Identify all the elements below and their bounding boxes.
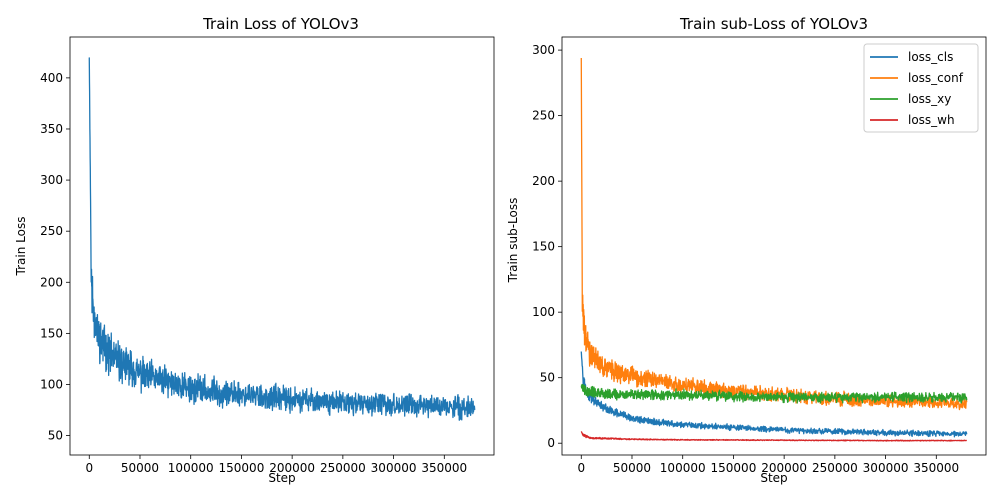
left-x-tick-label: 100000 xyxy=(168,461,214,475)
right-y-tick-label: 300 xyxy=(532,43,555,57)
legend-label-loss-xy: loss_xy xyxy=(908,92,951,106)
left-y-tick-label: 100 xyxy=(40,377,63,391)
legend-label-loss-conf: loss_conf xyxy=(908,71,964,85)
right-y-tick-label: 200 xyxy=(532,174,555,188)
left-chart-y-label: Train Loss xyxy=(14,217,28,277)
right-y-tick-label: 0 xyxy=(547,436,555,450)
left-x-tick-label: 350000 xyxy=(421,461,467,475)
right-chart-y-axis: 0 50 100 150 200 250 300 xyxy=(532,43,562,450)
left-y-tick-label: 200 xyxy=(40,275,63,289)
right-x-tick-label: 250000 xyxy=(812,461,858,475)
left-y-tick-label: 150 xyxy=(40,326,63,340)
left-x-tick-label: 0 xyxy=(85,461,93,475)
left-x-tick-label: 50000 xyxy=(121,461,159,475)
left-chart-plot-area xyxy=(88,57,476,421)
left-chart-x-label: Step xyxy=(268,471,295,485)
left-chart-y-axis: 50 100 150 200 250 300 350 400 xyxy=(40,71,70,443)
left-y-tick-label: 400 xyxy=(40,71,63,85)
right-chart-y-label: Train sub-Loss xyxy=(506,198,520,284)
legend-label-loss-cls: loss_cls xyxy=(908,50,953,64)
legend-label-loss-wh: loss_wh xyxy=(908,113,955,127)
left-y-tick-label: 50 xyxy=(48,429,63,443)
left-y-tick-label: 300 xyxy=(40,173,63,187)
right-x-tick-label: 150000 xyxy=(711,461,757,475)
loss-xy-line xyxy=(580,383,968,404)
train-loss-line xyxy=(88,57,476,421)
right-x-tick-label: 0 xyxy=(577,461,585,475)
right-x-tick-label: 300000 xyxy=(863,461,909,475)
left-chart-x-axis: 0 50000 100000 150000 200000 250000 300000 3500… xyxy=(85,455,467,475)
right-chart-x-label: Step xyxy=(760,471,787,485)
left-x-tick-label: 150000 xyxy=(219,461,265,475)
right-chart-plot-area xyxy=(580,57,968,442)
right-x-tick-label: 200000 xyxy=(761,461,807,475)
left-x-tick-label: 250000 xyxy=(320,461,366,475)
right-y-tick-label: 150 xyxy=(532,240,555,254)
left-chart: Train Loss of YOLOv3 0 50000 100000 150000 2… xyxy=(14,15,495,485)
loss-cls-line xyxy=(580,351,968,438)
right-y-tick-label: 100 xyxy=(532,305,555,319)
right-y-tick-label: 250 xyxy=(532,109,555,123)
right-chart-title: Train sub-Loss of YOLOv3 xyxy=(679,15,868,33)
right-chart-x-axis: 0 50000 100000 150000 200000 250000 300000 3500… xyxy=(577,455,959,475)
left-chart-frame xyxy=(69,36,495,456)
left-y-tick-label: 350 xyxy=(40,122,63,136)
left-y-tick-label: 250 xyxy=(40,224,63,238)
left-x-tick-label: 300000 xyxy=(371,461,417,475)
loss-wh-line xyxy=(580,430,968,442)
legend-box xyxy=(863,43,979,133)
right-chart: Train sub-Loss of YOLOv3 0 50000 100000 150… xyxy=(506,15,987,485)
right-x-tick-label: 350000 xyxy=(913,461,959,475)
left-chart-title: Train Loss of YOLOv3 xyxy=(202,15,359,33)
right-x-tick-label: 50000 xyxy=(613,461,651,475)
left-x-tick-label: 200000 xyxy=(269,461,315,475)
right-chart-legend: loss_cls loss_conf loss_xy loss_wh xyxy=(863,43,979,133)
right-chart-frame xyxy=(561,36,987,456)
right-y-tick-label: 50 xyxy=(540,371,555,385)
right-x-tick-label: 100000 xyxy=(660,461,706,475)
